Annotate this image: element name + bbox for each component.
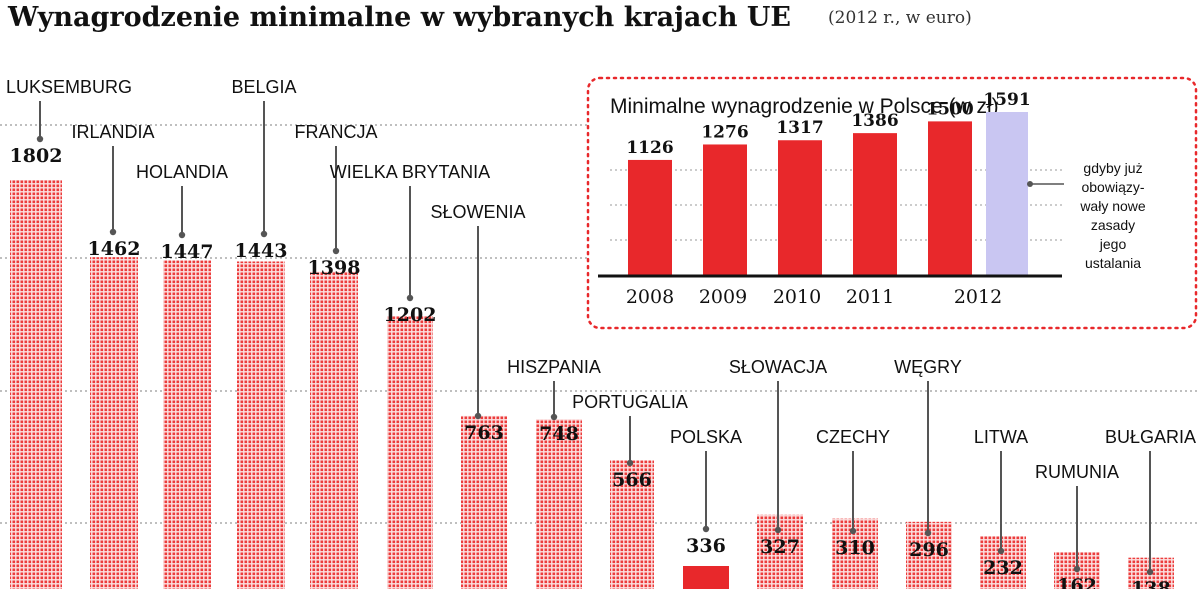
annotation-line: obowiązy- bbox=[1081, 179, 1144, 195]
leader-dot bbox=[332, 247, 340, 255]
bar-portugalia bbox=[610, 460, 654, 589]
country-label: LITWA bbox=[974, 427, 1028, 447]
country-label: LUKSEMBURG bbox=[6, 77, 132, 97]
annotation-line: gdyby już bbox=[1083, 160, 1142, 176]
inset-bar bbox=[703, 144, 747, 276]
leader-dot bbox=[997, 547, 1005, 555]
value-label: 1462 bbox=[88, 238, 141, 260]
bar-litwa bbox=[980, 536, 1026, 589]
leader-dot bbox=[1073, 565, 1081, 573]
leader-dot bbox=[109, 228, 117, 236]
leader-dot bbox=[178, 231, 186, 239]
country-label: WĘGRY bbox=[894, 357, 962, 377]
inset-value-label: 1276 bbox=[701, 122, 748, 142]
inset-value-label: 1317 bbox=[776, 118, 823, 138]
inset-year-label: 2009 bbox=[699, 286, 747, 308]
bar-luksemburg bbox=[10, 180, 62, 589]
value-label: 138 bbox=[1131, 578, 1171, 589]
country-label: WIELKA BRYTANIA bbox=[330, 162, 490, 182]
leader-dot bbox=[1146, 568, 1154, 576]
bar-wielka-brytania bbox=[387, 316, 433, 589]
country-label: FRANCJA bbox=[294, 122, 377, 142]
inset-value-label: 1126 bbox=[626, 138, 673, 158]
chart-title: Wynagrodzenie minimalne w wybranych kraj… bbox=[8, 2, 791, 33]
value-label: 310 bbox=[835, 537, 875, 559]
inset-year-label: 2008 bbox=[626, 286, 674, 308]
country-label: POLSKA bbox=[670, 427, 742, 447]
value-label: 566 bbox=[612, 469, 652, 491]
annotation-line: ustalania bbox=[1085, 255, 1141, 271]
inset-title: Minimalne wynagrodzenie w Polsce (w zł) bbox=[610, 95, 999, 118]
value-label: 748 bbox=[539, 423, 579, 445]
inset-value-label: 1500 bbox=[926, 99, 973, 119]
country-label: RUMUNIA bbox=[1035, 462, 1119, 482]
leader-dot bbox=[702, 525, 710, 533]
leader-dot bbox=[626, 459, 634, 467]
country-label: SŁOWACJA bbox=[729, 357, 827, 377]
bar-belgia bbox=[237, 261, 285, 589]
value-label: 1202 bbox=[384, 304, 437, 326]
value-label: 336 bbox=[686, 535, 726, 557]
poland-inset: Minimalne wynagrodzenie w Polsce (w zł)1… bbox=[586, 76, 1198, 330]
country-label: CZECHY bbox=[816, 427, 890, 447]
country-label: BELGIA bbox=[231, 77, 296, 97]
inset-year-label: 2011 bbox=[846, 286, 894, 308]
annotation-line: jego bbox=[1099, 236, 1127, 252]
country-label: BUŁGARIA bbox=[1105, 427, 1196, 447]
value-label: 162 bbox=[1057, 575, 1097, 589]
leader-dot bbox=[406, 294, 414, 302]
inset-bar bbox=[628, 159, 672, 276]
country-label: IRLANDIA bbox=[71, 122, 154, 142]
value-label: 1398 bbox=[308, 257, 361, 279]
leader-dot bbox=[550, 413, 558, 421]
annotation-dot bbox=[1027, 181, 1033, 187]
leader-dot bbox=[924, 529, 932, 537]
bar-polska bbox=[683, 566, 729, 589]
main-bars: 1802 LUKSEMBURG 1462 IRLANDIA 1447 HOLANDIA 14… bbox=[6, 77, 1196, 589]
inset-value-label: 1591 bbox=[983, 90, 1030, 110]
value-label: 327 bbox=[760, 536, 800, 558]
inset-bar bbox=[928, 121, 972, 276]
value-label: 296 bbox=[909, 539, 949, 561]
leader-dot bbox=[36, 135, 44, 143]
inset-bar bbox=[853, 133, 897, 276]
annotation-line: wały nowe bbox=[1079, 198, 1146, 214]
bar-słowacja bbox=[757, 514, 803, 589]
inset-bar bbox=[778, 140, 822, 276]
leader-dot bbox=[474, 412, 482, 420]
value-label: 1447 bbox=[161, 241, 214, 263]
country-label: HOLANDIA bbox=[136, 162, 228, 182]
value-label: 763 bbox=[464, 422, 504, 444]
country-label: SŁOWENIA bbox=[430, 202, 525, 222]
leader-dot bbox=[260, 230, 268, 238]
value-label: 1443 bbox=[235, 240, 288, 262]
inset-value-label: 1386 bbox=[851, 111, 898, 131]
chart-subtitle: (2012 r., w euro) bbox=[828, 8, 972, 28]
country-label: HISZPANIA bbox=[507, 357, 601, 377]
bar-francja bbox=[310, 271, 358, 589]
bar-irlandia bbox=[90, 257, 138, 589]
bar-hiszpania bbox=[536, 419, 582, 589]
inset-bar-hypothetical bbox=[986, 112, 1028, 276]
inset-year-label: 2012 bbox=[954, 286, 1002, 308]
value-label: 232 bbox=[983, 557, 1023, 579]
annotation-line: zasady bbox=[1091, 217, 1135, 233]
bar-słowenia bbox=[461, 415, 507, 589]
leader-dot bbox=[849, 527, 857, 535]
country-label: PORTUGALIA bbox=[572, 392, 688, 412]
bar-holandia bbox=[163, 260, 211, 589]
value-label: 1802 bbox=[10, 145, 63, 167]
leader-dot bbox=[774, 526, 782, 534]
inset-year-label: 2010 bbox=[773, 286, 821, 308]
